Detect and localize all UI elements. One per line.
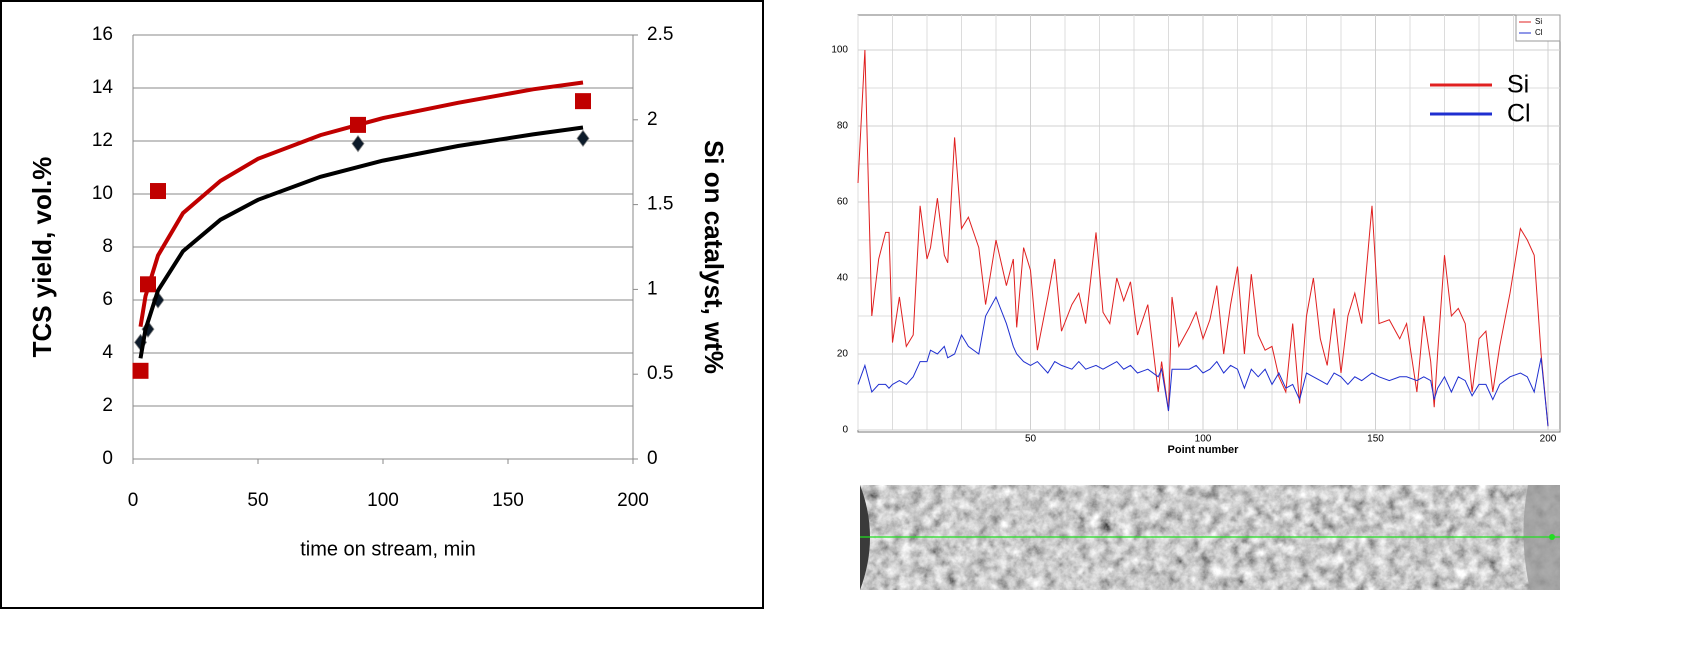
y-tick-label: 60 (837, 197, 849, 208)
y-tick-label: 2 (102, 395, 113, 416)
square-marker (132, 362, 149, 379)
y-tick-label: 12 (92, 130, 113, 151)
y2-tick-label: 1 (647, 278, 658, 299)
sem-image (860, 485, 1560, 590)
panel-frame (0, 0, 764, 609)
x-tick-label: 150 (1367, 434, 1384, 445)
x-tick-label: 50 (1025, 434, 1037, 445)
y-tick-label: 14 (92, 77, 114, 98)
y-tick-label: 0 (842, 425, 848, 436)
y-tick-label: 16 (92, 24, 113, 45)
y-tick-label: 6 (102, 289, 113, 310)
legend-label: Si (1535, 17, 1542, 26)
x-axis-label: Point number (1168, 444, 1240, 456)
y-tick-label: 4 (102, 342, 113, 363)
y-axis-label: TCS yield, vol.% (27, 157, 57, 358)
y-tick-label: 100 (831, 45, 848, 56)
y-tick-label: 40 (837, 273, 849, 284)
legend-label: Si (1507, 71, 1529, 99)
y2-tick-label: 2.5 (647, 24, 673, 45)
y2-tick-label: 0.5 (647, 363, 673, 384)
x-tick-label: 150 (492, 490, 524, 511)
y-tick-label: 20 (837, 349, 849, 360)
x-tick-label: 0 (128, 490, 139, 511)
x-tick-label: 100 (1195, 434, 1212, 445)
scatter-chart: 0 2 4 6 8 10 12 14 16 0 0.5 1 1.5 2 2.5 0 50 100 150 200 tim… (27, 24, 729, 560)
x-tick-label: 200 (617, 490, 649, 511)
legend-label: Cl (1507, 100, 1531, 128)
legend-label: Cl (1535, 28, 1543, 37)
y2-axis-label: Si on catalyst, wt% (699, 140, 729, 374)
legend: Si Cl (1515, 14, 1561, 42)
y2-tick-label: 2 (647, 109, 658, 130)
legend-box (1515, 14, 1561, 42)
y-tick-label: 0 (102, 448, 113, 469)
x-tick-label: 50 (247, 490, 268, 511)
y-tick-label: 8 (102, 236, 113, 257)
trend-line (138, 125, 584, 359)
x-axis-label: time on stream, min (300, 538, 476, 560)
data-line (857, 49, 1549, 427)
y2-tick-label: 0 (647, 448, 658, 469)
trend-line (138, 80, 584, 328)
square-marker (150, 183, 166, 200)
y-tick-label: 80 (837, 121, 849, 132)
data-line (857, 295, 1549, 427)
diamond-marker (351, 134, 365, 153)
x-tick-label: 200 (1540, 434, 1557, 445)
x-tick-label: 100 (367, 490, 399, 511)
diamond-marker (576, 129, 590, 148)
y-tick-label: 10 (92, 183, 113, 204)
square-marker (575, 93, 591, 110)
y2-tick-label: 1.5 (647, 194, 673, 215)
